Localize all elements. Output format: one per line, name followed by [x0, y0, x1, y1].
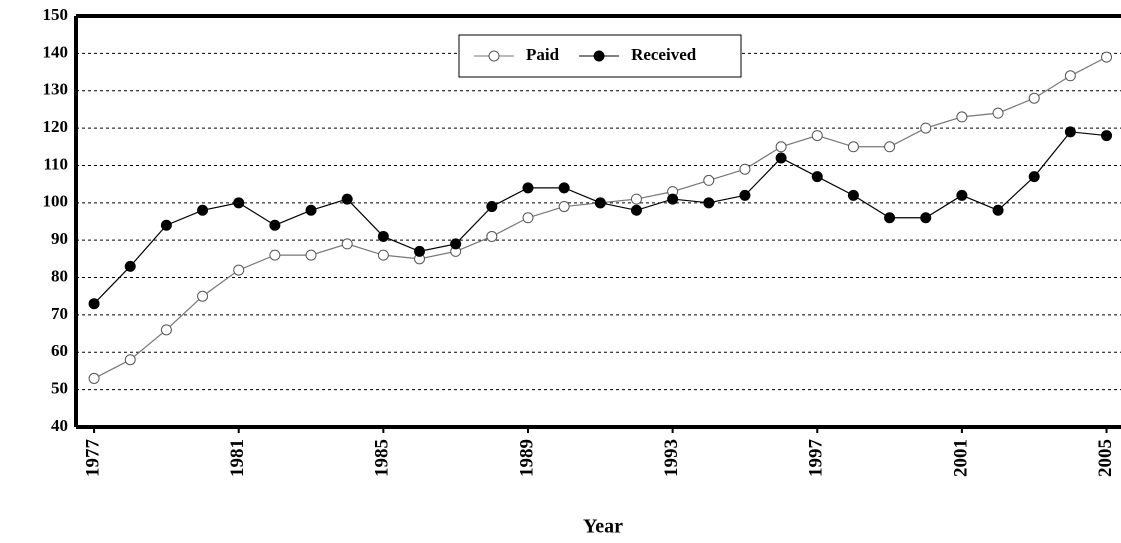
- point: [377, 249, 389, 261]
- y-tick-label: 110: [43, 154, 68, 173]
- point: [884, 141, 896, 153]
- y-tick-label: 90: [51, 229, 68, 248]
- point: [775, 152, 787, 164]
- point: [1064, 126, 1076, 138]
- y-tick-label: 40: [51, 416, 68, 435]
- legend-marker: [593, 50, 605, 62]
- y-tick-label: 50: [51, 379, 68, 398]
- point: [305, 249, 317, 261]
- x-tick-label: 1985: [372, 439, 393, 477]
- point: [1028, 92, 1040, 104]
- x-axis-label: Year: [583, 516, 623, 538]
- point: [486, 201, 498, 213]
- x-tick-label: 1997: [806, 439, 827, 478]
- point: [1101, 130, 1113, 142]
- legend: Paid Received: [458, 34, 742, 78]
- y-tick-label: 60: [51, 341, 68, 360]
- point: [269, 249, 281, 261]
- point: [739, 189, 751, 201]
- point: [594, 197, 606, 209]
- point: [377, 230, 389, 242]
- point: [1064, 70, 1076, 82]
- point: [775, 141, 787, 153]
- point: [558, 201, 570, 213]
- point: [811, 171, 823, 183]
- series-line: [93, 56, 1107, 379]
- point: [233, 264, 245, 276]
- x-tick-label: 2005: [1095, 439, 1116, 477]
- y-tick-label: 70: [51, 304, 68, 323]
- point: [197, 290, 209, 302]
- point: [920, 212, 932, 224]
- point: [1101, 51, 1113, 63]
- point: [88, 372, 100, 384]
- x-tick-label: 1993: [661, 439, 682, 477]
- point: [160, 219, 172, 231]
- point: [992, 204, 1004, 216]
- y-tick-label: 120: [43, 117, 69, 136]
- y-tick-label: 130: [43, 80, 69, 99]
- point: [414, 245, 426, 257]
- point: [956, 189, 968, 201]
- point: [739, 163, 751, 175]
- legend-marker: [488, 50, 500, 62]
- point: [630, 204, 642, 216]
- y-tick-label: 100: [43, 192, 69, 211]
- point: [88, 298, 100, 310]
- point: [160, 324, 172, 336]
- point: [305, 204, 317, 216]
- point: [992, 107, 1004, 119]
- y-tick-label: 140: [43, 42, 69, 61]
- point: [847, 189, 859, 201]
- point: [269, 219, 281, 231]
- legend-label: Received: [631, 45, 697, 64]
- point: [703, 174, 715, 186]
- point: [522, 212, 534, 224]
- point: [341, 193, 353, 205]
- point: [233, 197, 245, 209]
- point: [703, 197, 715, 209]
- point: [847, 141, 859, 153]
- point: [667, 193, 679, 205]
- y-tick-label: 80: [51, 266, 68, 285]
- point: [197, 204, 209, 216]
- point: [341, 238, 353, 250]
- point: [124, 354, 136, 366]
- point: [811, 130, 823, 142]
- x-tick-label: 1981: [227, 439, 248, 477]
- point: [450, 238, 462, 250]
- point: [956, 111, 968, 123]
- point: [884, 212, 896, 224]
- x-tick-label: 1977: [82, 439, 103, 478]
- point: [920, 122, 932, 134]
- point: [558, 182, 570, 194]
- point: [124, 260, 136, 272]
- point: [1028, 171, 1040, 183]
- point: [630, 193, 642, 205]
- point: [486, 230, 498, 242]
- y-tick-label: 150: [43, 5, 69, 24]
- point: [522, 182, 534, 194]
- legend-label: Paid: [526, 45, 560, 64]
- x-tick-label: 1989: [516, 439, 537, 477]
- x-tick-label: 2001: [950, 439, 971, 477]
